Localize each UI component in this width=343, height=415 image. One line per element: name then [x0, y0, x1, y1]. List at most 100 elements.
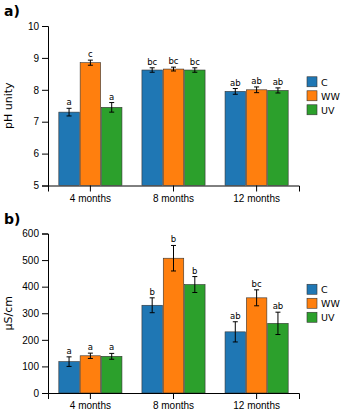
series — [101, 277, 288, 393]
bar — [225, 91, 245, 185]
bar — [80, 63, 100, 186]
error-bar — [67, 357, 72, 367]
tick-mark — [42, 260, 48, 261]
tick-mark — [42, 154, 48, 155]
axis-line — [42, 27, 49, 187]
tick: 200 — [22, 335, 48, 346]
tick-label: 600 — [22, 228, 39, 239]
error-bar — [275, 88, 280, 93]
tick-mark — [90, 393, 91, 399]
bar — [142, 305, 162, 393]
tick-mark — [90, 186, 91, 192]
tick-label: 12 months — [233, 193, 280, 204]
annotation: ab — [273, 77, 284, 87]
tick: 4 months — [70, 186, 111, 204]
legend-item: C — [307, 77, 328, 88]
bar — [185, 70, 205, 185]
tick-mark — [42, 313, 48, 314]
error-bar — [254, 290, 259, 306]
annotations: abcabcbcababcab — [66, 49, 283, 107]
axis-line — [42, 234, 49, 394]
annotation: b — [149, 287, 154, 297]
tick: 10 — [28, 21, 48, 32]
error-bar — [192, 277, 197, 293]
annotation: ab — [273, 301, 284, 311]
legend-item: UV — [307, 105, 335, 116]
legend-swatch — [307, 284, 317, 294]
error-bar — [275, 312, 280, 334]
tick: 8 months — [153, 393, 194, 411]
annotation: bc — [190, 57, 200, 67]
tick-mark — [173, 393, 174, 399]
error-bar — [171, 67, 176, 71]
tick: 300 — [22, 308, 48, 319]
tick-label: 8 months — [153, 400, 194, 411]
tick-mark — [173, 186, 174, 192]
annotation: b — [192, 266, 197, 276]
panel: abababbcabab01002003004005006004 months8… — [2, 211, 340, 412]
series — [80, 245, 267, 393]
annotation: a — [66, 346, 71, 356]
tick-mark — [42, 90, 48, 91]
y-axis-label: pH unity — [2, 82, 15, 129]
tick-label: 4 months — [70, 193, 111, 204]
bar — [163, 69, 183, 185]
error-bar — [67, 108, 72, 116]
legend-label: WW — [321, 298, 340, 309]
tick: 500 — [22, 255, 48, 266]
error-bar — [192, 68, 197, 72]
x-axis: 4 months8 months12 months — [49, 393, 300, 411]
bar — [246, 298, 266, 393]
legend: CWWUV — [307, 284, 340, 323]
tick-label: 200 — [22, 335, 39, 346]
bar — [101, 356, 121, 393]
annotation: bc — [168, 56, 178, 66]
tick: 0 — [33, 388, 48, 399]
legend-item: C — [307, 284, 328, 295]
series — [80, 60, 267, 185]
series — [59, 298, 246, 393]
tick: 100 — [22, 361, 48, 372]
legend-swatch — [307, 91, 317, 101]
tick-mark — [42, 58, 48, 59]
bar — [80, 356, 100, 393]
tick: 12 months — [233, 186, 280, 204]
tick-label: 0 — [33, 388, 39, 399]
bar — [185, 285, 205, 393]
tick-mark — [42, 186, 48, 187]
y-axis-label: μS/cm — [2, 296, 15, 330]
tick: 8 months — [153, 186, 194, 204]
error-bar — [88, 353, 93, 358]
bar — [163, 258, 183, 393]
tick-label: 100 — [22, 361, 39, 372]
tick-mark — [256, 393, 257, 399]
tick-mark — [42, 340, 48, 341]
legend-swatch — [307, 298, 317, 308]
tick-mark — [42, 287, 48, 288]
annotation: a — [88, 342, 93, 352]
tick-label: 12 months — [233, 400, 280, 411]
tick-mark — [42, 234, 48, 235]
tick-label: 500 — [22, 255, 39, 266]
annotation: bc — [252, 279, 262, 289]
error-bar — [109, 353, 114, 359]
legend-swatch — [307, 105, 317, 115]
error-bar — [150, 68, 155, 72]
tick-mark — [42, 122, 48, 123]
tick: 5 — [33, 180, 48, 191]
annotation: c — [88, 49, 93, 59]
tick: 400 — [22, 281, 48, 292]
tick: 12 months — [233, 393, 280, 411]
tick: 8 — [33, 85, 48, 96]
panel: abcabcbcababcab56789104 months8 months12… — [2, 3, 340, 204]
title: b) — [4, 211, 20, 227]
tick-label: 300 — [22, 308, 39, 319]
error-bar — [171, 245, 176, 271]
axis-line — [49, 186, 300, 192]
tick-label: 7 — [33, 116, 39, 127]
tick-mark — [42, 366, 48, 367]
annotation: ab — [251, 76, 262, 86]
error-bar — [233, 89, 238, 95]
legend-label: WW — [321, 91, 340, 102]
annotation: ab — [230, 78, 241, 88]
